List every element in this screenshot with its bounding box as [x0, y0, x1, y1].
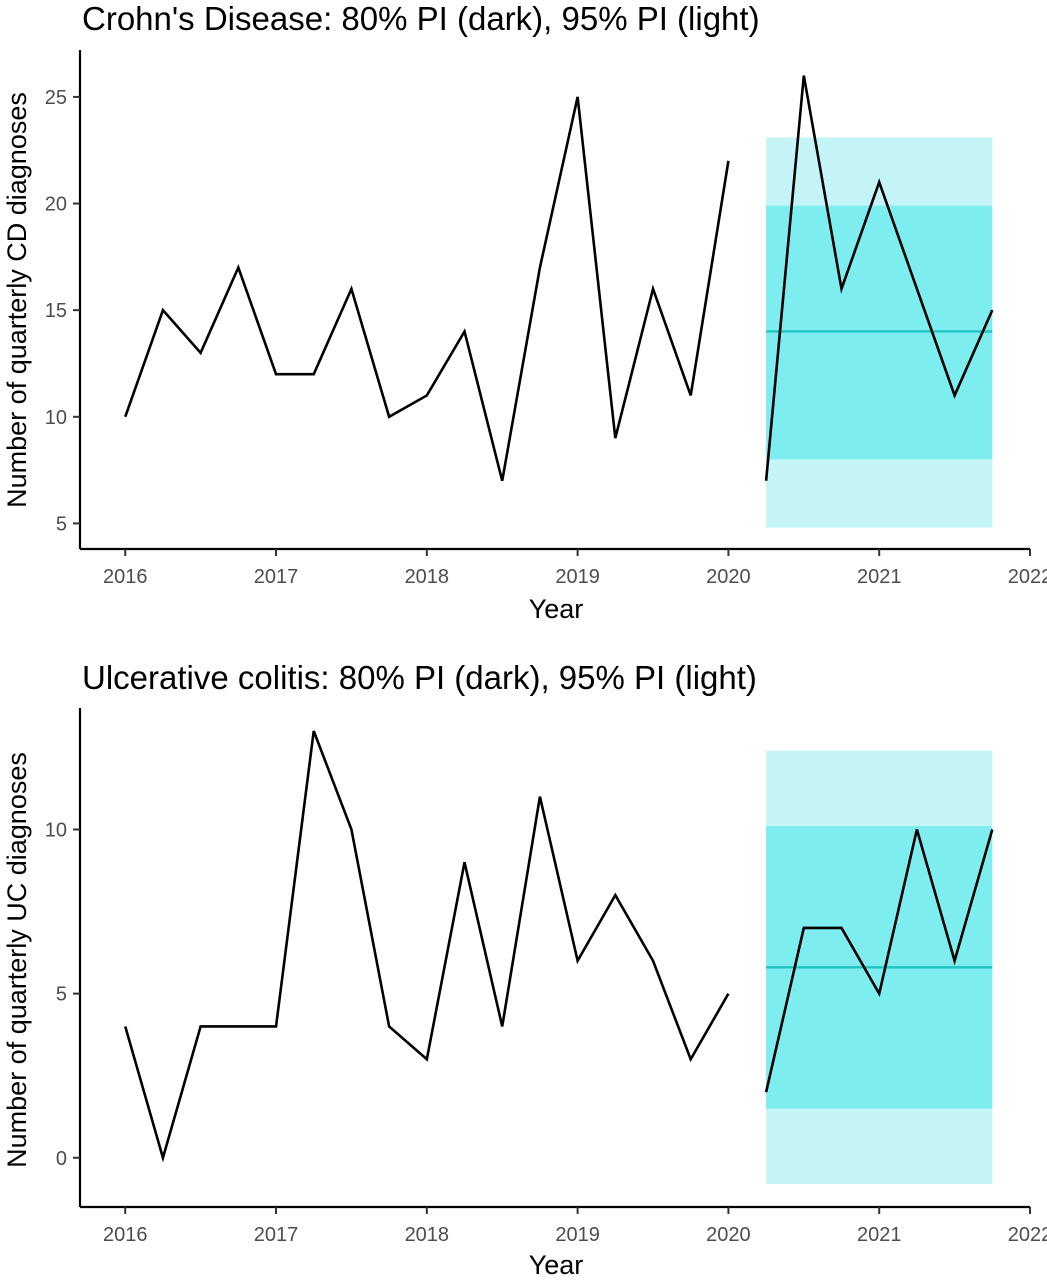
y-tick-label: 10 [45, 407, 67, 429]
y-tick-label: 0 [56, 1148, 67, 1170]
x-tick-label: 2022 [1008, 566, 1047, 588]
x-tick-label: 2017 [254, 1224, 299, 1246]
chart-title: Crohn's Disease: 80% PI (dark), 95% PI (… [82, 0, 760, 37]
y-tick-label: 5 [56, 984, 67, 1006]
x-tick-label: 2016 [103, 566, 148, 588]
x-tick-label: 2021 [857, 1224, 902, 1246]
x-tick-label: 2018 [405, 566, 450, 588]
y-tick-label: 5 [56, 513, 67, 535]
y-tick-label: 15 [45, 300, 67, 322]
x-axis-title: Year [529, 594, 584, 624]
x-tick-label: 2018 [405, 1224, 450, 1246]
x-axis-title: Year [529, 1250, 584, 1280]
forecast-period-series-line [764, 829, 994, 1093]
y-tick-label: 10 [45, 819, 67, 841]
x-tick-label: 2017 [254, 566, 299, 588]
x-tick-label: 2022 [1008, 1224, 1047, 1246]
y-axis-title: Number of quarterly CD diagnoses [2, 92, 32, 508]
x-tick-label: 2016 [103, 1224, 148, 1246]
chart-panel-cd: Crohn's Disease: 80% PI (dark), 95% PI (… [2, 0, 1047, 624]
y-axis-title: Number of quarterly UC diagnoses [2, 752, 32, 1168]
forecast-period-series-line [764, 75, 994, 481]
x-tick-label: 2020 [706, 566, 751, 588]
x-tick-label: 2021 [857, 566, 902, 588]
x-tick-label: 2019 [555, 566, 600, 588]
observed-series-line [124, 96, 730, 482]
plot-area: 2016 2017 2018 2019 2020 2021 2022 5 10 15 20 25 [45, 50, 1047, 588]
observed-series-line [123, 730, 730, 1163]
chart-panel-uc: Ulcerative colitis: 80% PI (dark), 95% P… [2, 659, 1047, 1280]
y-tick-label: 20 [45, 194, 67, 216]
plot-area: 2016 2017 2018 2019 2020 2021 2022 0 5 10 [45, 708, 1047, 1246]
chart-title: Ulcerative colitis: 80% PI (dark), 95% P… [82, 659, 757, 696]
x-tick-label: 2019 [555, 1224, 600, 1246]
y-tick-label: 25 [45, 87, 67, 109]
x-tick-label: 2020 [706, 1224, 751, 1246]
